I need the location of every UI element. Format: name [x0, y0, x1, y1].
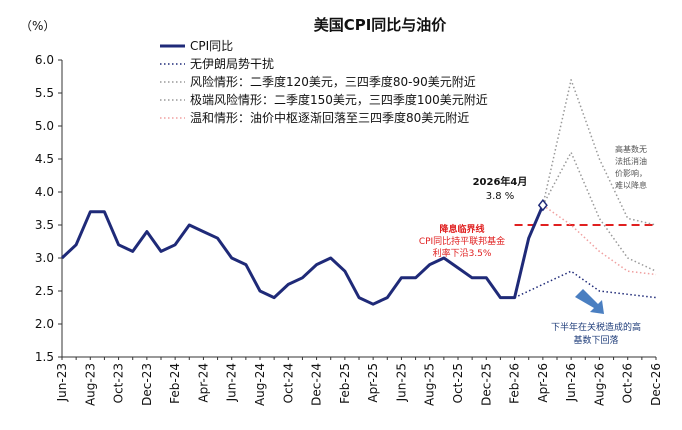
x-tick-label: Apr-24 [196, 363, 210, 403]
x-tick-label: Jun-25 [394, 363, 408, 402]
x-tick-label: Aug-26 [592, 363, 606, 406]
x-tick-label: Apr-25 [366, 363, 380, 403]
y-tick-label: 2.0 [35, 317, 54, 331]
series-layer [60, 79, 657, 306]
x-tick-label: Dec-26 [649, 363, 663, 406]
threshold-line1: 降息临界线 [439, 223, 484, 235]
legend-label: CPI同比 [190, 39, 233, 53]
legend-label: 风险情形：二季度120美元，三四季度80-90美元附近 [190, 74, 476, 89]
x-tick-label: Dec-24 [310, 363, 324, 406]
x-tick-label: Apr-26 [536, 363, 550, 403]
tariff-line1: 下半年在关税造成的高 [551, 321, 641, 333]
arrow-layer [575, 289, 604, 314]
highbase-line1: 高基数无 [615, 144, 647, 154]
y-tick-label: 6.0 [35, 53, 54, 67]
apr26-marker [537, 198, 548, 212]
y-tick-label: 3.0 [35, 251, 54, 265]
x-tick-label: Oct-26 [621, 363, 635, 403]
legend: CPI同比无伊朗局势干扰风险情形：二季度120美元，三四季度80-90美元附近极… [160, 39, 488, 125]
highbase-line3: 价影响， [615, 168, 647, 178]
y-tick-label: 4.0 [35, 185, 54, 199]
y-tick-label: 5.5 [35, 86, 54, 100]
x-tick-label: Jun-23 [55, 363, 69, 402]
legend-label: 温和情形：油价中枢逐渐回落至三四季度80美元附近 [190, 110, 469, 125]
x-tick-label: Feb-24 [168, 363, 182, 404]
mild-scenario-line [542, 204, 657, 276]
down-arrow-icon [575, 289, 604, 314]
x-tick-label: Aug-24 [253, 363, 267, 406]
threshold-line3: 利率下沿3.5% [433, 247, 492, 259]
x-tick-label: Dec-23 [140, 363, 154, 406]
y-tick-label: 1.5 [35, 350, 54, 364]
y-tick-labels: 1.5 2.0 2.5 3.0 3.5 4.0 4.5 5.0 5.5 6.0 [35, 53, 54, 364]
y-tick-label: 4.5 [35, 152, 54, 166]
x-tick-label: Oct-24 [281, 363, 295, 403]
y-tick-label: 2.5 [35, 284, 54, 298]
high-base-annotation: 高基数无 法抵消油 价影响， 难以降息 [615, 144, 647, 190]
y-axis-unit: （%） [20, 19, 55, 33]
cpi-line [60, 204, 545, 306]
apr26-label-line1: 2026年4月 [473, 175, 528, 188]
x-tick-label: Aug-25 [423, 363, 437, 406]
x-tick-label: Feb-25 [338, 363, 352, 404]
x-tick-label: Oct-23 [112, 363, 126, 403]
baseline-scenario-line [514, 270, 657, 299]
y-tick-label: 5.0 [35, 119, 54, 133]
highbase-line2: 法抵消油 [615, 156, 647, 166]
x-tick-label: Jun-26 [564, 363, 578, 402]
x-tick-label: Dec-25 [479, 363, 493, 406]
threshold-line2: CPI同比持平联邦基金 [419, 235, 505, 247]
threshold-annotation: 降息临界线 CPI同比持平联邦基金 利率下沿3.5% [419, 223, 505, 259]
legend-label: 无伊朗局势干扰 [190, 57, 274, 71]
tariff-annotation: 下半年在关税造成的高 基数下回落 [551, 321, 641, 346]
extreme-risk-scenario-line [542, 79, 657, 226]
chart-title: 美国CPI同比与油价 [314, 16, 448, 34]
legend-label: 极端风险情形：二季度150美元，三四季度100美元附近 [190, 92, 488, 107]
y-tick-label: 3.5 [35, 218, 54, 232]
apr26-label-line2: 3.8 % [486, 191, 515, 202]
tariff-line2: 基数下回落 [573, 334, 618, 346]
x-tick-labels: Jun-23 Aug-23 Oct-23 Dec-23 Feb-24 Apr-24 Jun-… [55, 363, 663, 406]
x-tick-label: Feb-26 [508, 363, 522, 404]
x-tick-label: Aug-23 [83, 363, 97, 406]
x-tick-label: Jun-24 [225, 363, 239, 402]
apr26-annotation: 2026年4月 3.8 % [473, 175, 528, 202]
axes [58, 59, 657, 360]
highbase-line4: 难以降息 [615, 180, 647, 190]
x-tick-label: Oct-25 [451, 363, 465, 403]
